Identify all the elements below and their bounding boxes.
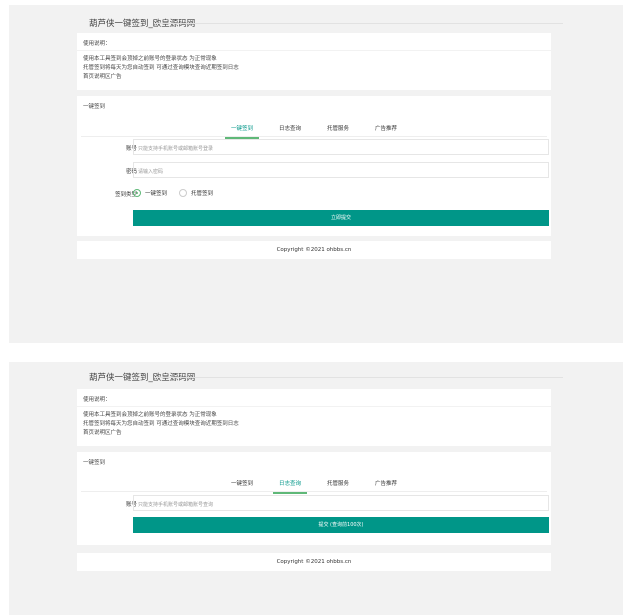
type-row: 签到类型 一键签到 托管签到 [77, 186, 551, 202]
password-label: 密码 [125, 169, 137, 175]
tab-bar: 一键签到 日志查询 托管服务 广告推荐 [77, 124, 551, 139]
query-account-input[interactable]: 只能支持手机账号或邮箱账号查询 [133, 495, 549, 511]
notes-heading: 使用说明： [83, 41, 111, 47]
screenshot-query: 葫芦侠一键签到_欧皇源码网 使用说明： 使用本工具签到会顶掉之前账号的登录状态 … [9, 362, 623, 615]
radio-unchecked-icon [179, 189, 188, 197]
radio-hosted[interactable]: 托管签到 [179, 189, 213, 197]
type-radio-group: 一键签到 托管签到 [133, 189, 213, 197]
note-line: 使用本工具签到会顶掉之前账号的登录状态 为正常现象 [83, 412, 217, 418]
signin-card: 一键签到 一键签到 日志查询 托管服务 广告推荐 账号 只能支持手机账号或邮箱账… [77, 96, 551, 236]
note-line: 首页说明区广告 [83, 74, 122, 80]
account-input[interactable]: 只能支持手机账号或邮箱账号登录 [133, 139, 549, 155]
query-card: 一键签到 一键签到 日志查询 托管服务 广告推荐 账号 只能支持手机账号或邮箱账… [77, 452, 551, 545]
site-title: 葫芦侠一键签到_欧皇源码网 [89, 19, 196, 29]
footer: Copyright ©2021 ohbbs.cn [77, 241, 551, 259]
panel-title: 一键签到 [83, 460, 106, 466]
tab-hosting[interactable]: 托管服务 [327, 481, 350, 487]
notes-list: 使用本工具签到会顶掉之前账号的登录状态 为正常现象 托管签到将每天为您自动签到 … [83, 55, 239, 82]
query-submit-button[interactable]: 提交 (查询前100次) [133, 517, 549, 533]
account-label: 账号 [125, 146, 137, 152]
radio-one-click[interactable]: 一键签到 [133, 189, 167, 197]
tab-hosting[interactable]: 托管服务 [327, 126, 350, 132]
note-line: 托管签到将每天为您自动签到 可通过查询模块查询近期签到日志 [83, 421, 239, 427]
tab-divider [81, 491, 547, 492]
type-label: 签到类型 [114, 192, 137, 198]
radio-label: 一键签到 [145, 191, 168, 197]
tab-bar: 一键签到 日志查询 托管服务 广告推荐 [77, 479, 551, 494]
account-label: 账号 [125, 502, 137, 508]
tab-signin[interactable]: 一键签到 [230, 481, 253, 487]
notes-card: 使用说明： 使用本工具签到会顶掉之前账号的登录状态 为正常现象 托管签到将每天为… [77, 389, 551, 446]
site-title: 葫芦侠一键签到_欧皇源码网 [89, 373, 196, 383]
notes-card: 使用说明： 使用本工具签到会顶掉之前账号的登录状态 为正常现象 托管签到将每天为… [77, 33, 551, 90]
notes-list: 使用本工具签到会顶掉之前账号的登录状态 为正常现象 托管签到将每天为您自动签到 … [83, 411, 239, 438]
account-row: 账号 只能支持手机账号或邮箱账号登录 [77, 139, 551, 155]
tab-log-query[interactable]: 日志查询 [272, 479, 307, 494]
account-row: 账号 只能支持手机账号或邮箱账号查询 [77, 495, 551, 511]
password-input[interactable]: 请输入密码 [133, 162, 549, 178]
tab-signin[interactable]: 一键签到 [224, 124, 259, 139]
notes-heading: 使用说明： [83, 397, 111, 403]
tab-log-query[interactable]: 日志查询 [278, 126, 301, 132]
tab-ads[interactable]: 广告推荐 [375, 481, 398, 487]
radio-checked-icon [133, 189, 141, 197]
panel-title: 一键签到 [83, 104, 106, 110]
tab-ads[interactable]: 广告推荐 [375, 126, 398, 132]
note-line: 使用本工具签到会顶掉之前账号的登录状态 为正常现象 [83, 56, 217, 62]
footer: Copyright ©2021 ohbbs.cn [77, 553, 551, 571]
submit-button[interactable]: 立即提交 [133, 210, 549, 226]
tab-divider [81, 136, 547, 137]
password-row: 密码 请输入密码 [77, 162, 551, 178]
divider [77, 50, 551, 51]
divider [77, 406, 551, 407]
screenshot-signin: 葫芦侠一键签到_欧皇源码网 使用说明： 使用本工具签到会顶掉之前账号的登录状态 … [9, 5, 623, 343]
title-divider [154, 377, 563, 378]
note-line: 托管签到将每天为您自动签到 可通过查询模块查询近期签到日志 [83, 65, 239, 71]
radio-label: 托管签到 [191, 191, 214, 197]
title-divider [154, 23, 563, 24]
note-line: 首页说明区广告 [83, 430, 122, 436]
